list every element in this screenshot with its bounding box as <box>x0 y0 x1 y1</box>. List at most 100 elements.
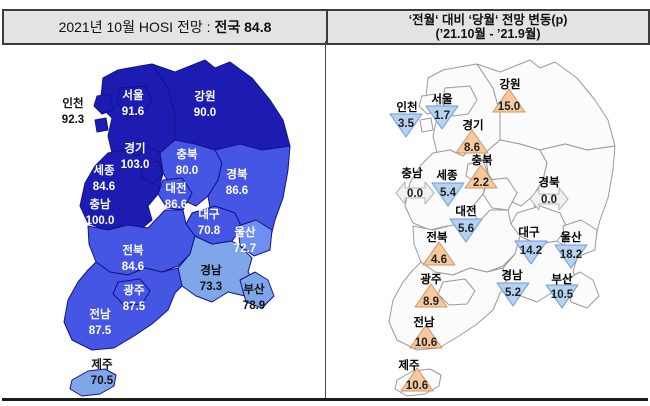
region-jeonbuk-value: 84.6 <box>122 261 144 273</box>
change-marker-up-icon <box>422 241 456 266</box>
region-busan-shape <box>239 271 275 309</box>
marker-region-name: 대전 <box>455 204 476 218</box>
region-seoul-name: 서울 <box>122 88 144 102</box>
change-marker-down-icon <box>545 284 579 309</box>
region-incheon-islet-shape <box>94 117 109 133</box>
region-busan-name: 부산 <box>243 282 265 296</box>
region-daejeon-shape <box>157 177 193 211</box>
region-ulsan-value: 72.7 <box>234 243 256 255</box>
region-daegu-name: 대구 <box>198 207 220 221</box>
marker-change-value: 0.0 <box>541 194 557 206</box>
region-gwangju-shape <box>112 278 151 306</box>
region-jeonnam-shape <box>63 261 183 351</box>
region-jeonbuk-name: 전북 <box>122 243 144 257</box>
marker-change-value: 4.6 <box>431 254 447 266</box>
region-chungbuk-name: 충북 <box>176 147 198 161</box>
region-daejeon-name: 대전 <box>165 181 186 195</box>
title-bar: 2021년 10월 HOSI 전망 : 전국 84.8 ‘전월‘ 대비 ‘당월‘… <box>2 9 650 45</box>
region-sejong-value: 84.6 <box>93 181 115 193</box>
left-title-national-value: 전국 84.8 <box>214 19 272 35</box>
marker-change-value: 5.2 <box>505 287 521 299</box>
region-gyeonggi-value: 103.0 <box>121 159 150 171</box>
panel-divider <box>325 41 326 399</box>
marker-change-value: 10.6 <box>406 380 428 392</box>
marker-change-value: 3.5 <box>398 118 415 130</box>
marker-region-name: 전남 <box>413 315 435 329</box>
marker-change-value: 2.2 <box>473 177 489 189</box>
region-incheon-main-shape <box>93 93 114 115</box>
region-gyeongnam-name: 경남 <box>200 263 222 277</box>
region-jeju-shape <box>69 368 117 397</box>
region-sejong-shape <box>140 160 164 185</box>
region-ulsan-shape <box>237 219 273 257</box>
marker-region-name: 전북 <box>426 230 448 244</box>
change-marker-down-icon <box>389 113 423 138</box>
marker-region-name: 충남 <box>401 166 423 180</box>
region-gangwon-value: 90.0 <box>194 107 216 119</box>
marker-region-name: 강원 <box>499 77 520 91</box>
marker-change-value: 5.4 <box>440 187 457 199</box>
marker-region-name: 울산 <box>560 230 582 244</box>
region-incheon-value: 92.3 <box>62 114 84 126</box>
region-jeju-name: 제주 <box>91 357 113 371</box>
marker-change-value: 8.9 <box>423 296 439 308</box>
marker-region-name: 세종 <box>436 168 458 182</box>
marker-change-value: 1.7 <box>434 110 450 122</box>
change-marker-flat-icon <box>529 187 569 211</box>
change-marker-down-icon <box>449 218 483 243</box>
change-marker-up-icon <box>414 283 448 308</box>
region-daegu-shape <box>185 205 243 245</box>
marker-change-value: 18.2 <box>560 249 582 261</box>
region-seoul-shape <box>116 85 153 117</box>
left-panel-title: 2021년 10월 HOSI 전망 : 전국 84.8 <box>4 11 328 43</box>
region-busan-shape <box>564 271 600 309</box>
region-gyeonggi-name: 경기 <box>124 141 145 155</box>
region-incheon-name: 인천 <box>62 96 83 110</box>
region-gwangju-name: 광주 <box>123 284 145 297</box>
bottom-border <box>2 398 648 401</box>
region-jeonnam-value: 87.5 <box>89 325 112 337</box>
marker-region-name: 광주 <box>420 273 442 286</box>
marker-region-name: 대구 <box>518 225 540 239</box>
change-marker-down-icon <box>425 105 459 130</box>
right-title-line1: ‘전월‘ 대비 ‘당월‘ 전망 변동(p) <box>408 12 568 27</box>
marker-change-value: 14.2 <box>520 245 542 257</box>
change-marker-up-icon <box>455 129 489 154</box>
marker-change-value: 15.0 <box>498 101 520 113</box>
region-gyeongbuk-name: 경북 <box>226 167 248 181</box>
change-marker-down-icon <box>554 244 588 269</box>
marker-region-name: 경남 <box>501 268 523 282</box>
region-busan-value: 78.9 <box>243 300 265 312</box>
marker-region-name: 제주 <box>398 358 420 372</box>
marker-region-name: 경기 <box>462 118 483 132</box>
region-gangwon-name: 강원 <box>194 89 215 103</box>
region-ulsan-name: 울산 <box>234 225 256 239</box>
change-marker-up-icon <box>409 324 443 349</box>
region-daejeon-value: 86.6 <box>165 199 187 211</box>
region-daegu-shape <box>510 205 568 245</box>
region-gyeongnam-value: 73.3 <box>200 281 222 293</box>
marker-change-value: 10.5 <box>551 289 574 301</box>
marker-region-name: 인천 <box>396 100 417 114</box>
region-chungnam-name: 충남 <box>89 197 111 211</box>
region-jeonnam-shape <box>388 261 508 351</box>
change-marker-down-icon <box>496 282 530 307</box>
marker-change-value: 5.6 <box>458 223 474 235</box>
region-chungnam-value: 100.0 <box>86 215 115 227</box>
region-daegu-value: 70.8 <box>198 225 221 237</box>
change-marker-flat-icon <box>395 181 435 205</box>
marker-change-value: 8.6 <box>464 142 480 154</box>
region-jeonnam-name: 전남 <box>89 307 111 321</box>
right-panel-title: ‘전월‘ 대비 ‘당월‘ 전망 변동(p) (’21.10월 - ’21.9월) <box>328 11 648 43</box>
change-marker-up-icon <box>464 164 498 189</box>
right-title-line2: (’21.10월 - ’21.9월) <box>435 27 541 41</box>
change-marker-up-icon <box>400 367 434 392</box>
region-sejong-name: 세종 <box>93 163 115 177</box>
change-marker-down-icon <box>514 240 548 265</box>
marker-region-name: 충북 <box>471 153 493 167</box>
marker-region-name: 경북 <box>538 175 560 189</box>
left-title-prefix: 2021년 10월 HOSI 전망 : <box>58 19 211 35</box>
region-seoul-value: 91.6 <box>122 106 144 118</box>
marker-region-name: 서울 <box>431 92 453 106</box>
forecast-change-map: 인천 3.5 서울 1.7 강원 15.0 경기 8.6충북 2.2 충남 0.0 세종 5.4 경북 0.… <box>388 59 616 397</box>
